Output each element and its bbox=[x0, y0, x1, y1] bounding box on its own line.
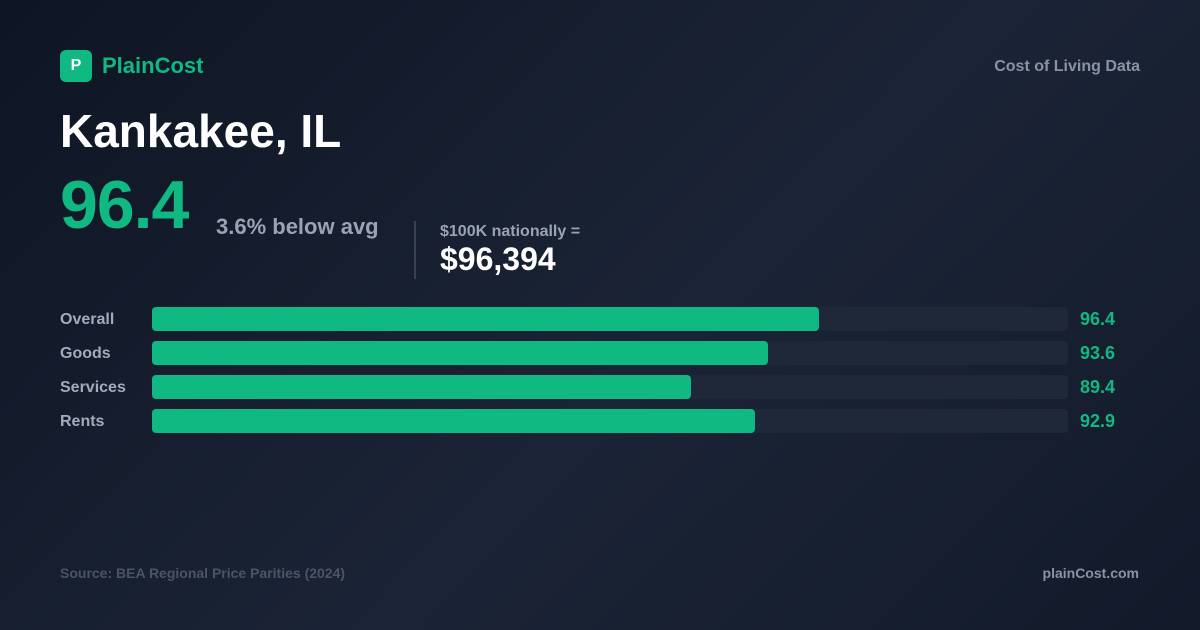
bar-overall bbox=[152, 307, 819, 331]
divider bbox=[414, 221, 416, 279]
tagline: Cost of Living Data bbox=[994, 58, 1140, 75]
bar-rents bbox=[152, 409, 755, 433]
bar-track bbox=[152, 307, 1068, 331]
bar-value-label: 92.9 bbox=[1080, 411, 1116, 431]
bar-label: Services bbox=[60, 379, 126, 396]
bar-row-rents: Rents 92.9 bbox=[60, 409, 1140, 433]
overall-score: 96.4 bbox=[60, 167, 189, 243]
bar-value-label: 93.6 bbox=[1080, 343, 1116, 363]
bar-services bbox=[152, 375, 691, 399]
bar-goods bbox=[152, 341, 768, 365]
logo-mark-icon: P bbox=[60, 50, 92, 82]
site-link[interactable]: plainCost.com bbox=[1042, 565, 1139, 581]
source-note: Source: BEA Regional Price Parities (202… bbox=[60, 565, 346, 581]
bar-value-label: 96.4 bbox=[1080, 309, 1116, 329]
bar-row-overall: Overall 96.4 bbox=[60, 307, 1140, 331]
bar-row-services: Services 89.4 bbox=[60, 375, 1140, 399]
equivalent-label: $100K nationally = bbox=[440, 223, 581, 240]
equivalent-value: $96,394 bbox=[440, 241, 556, 277]
bar-track bbox=[152, 341, 1068, 365]
price-parity-bar-chart: Overall 96.4 Goods 93.6 Services 89.4 Rents 92.… bbox=[60, 307, 1140, 443]
bar-label: Rents bbox=[60, 413, 105, 430]
bar-label: Goods bbox=[60, 345, 111, 362]
bar-row-goods: Goods 93.6 bbox=[60, 341, 1140, 365]
brand-name: PlainCost bbox=[102, 53, 204, 78]
brand-logo[interactable]: P PlainCost bbox=[60, 50, 203, 82]
score-delta: 3.6% below avg bbox=[216, 214, 379, 239]
bar-track bbox=[152, 409, 1068, 433]
bar-label: Overall bbox=[60, 311, 115, 328]
bar-track bbox=[152, 375, 1068, 399]
city-title: Kankakee, IL bbox=[60, 105, 342, 157]
header: P PlainCost Cost of Living Data bbox=[60, 50, 1140, 82]
bar-value-label: 89.4 bbox=[1080, 377, 1116, 397]
